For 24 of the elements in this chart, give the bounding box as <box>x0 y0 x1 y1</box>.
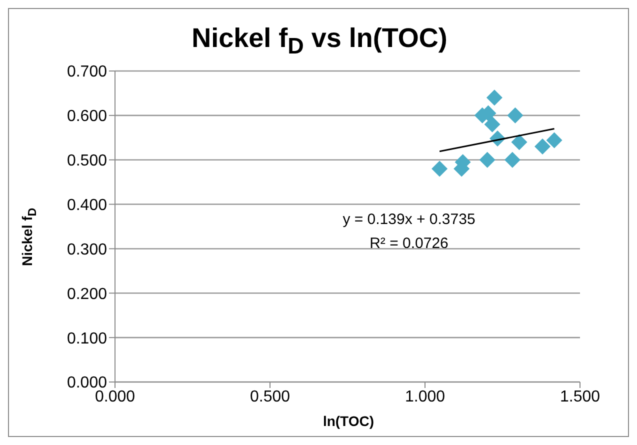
x-tick-label: 1.000 <box>404 388 446 406</box>
y-tick-label: 0.500 <box>66 152 108 170</box>
x-tick-label: 1.500 <box>560 388 600 406</box>
point <box>534 138 550 155</box>
y-tick-label: 0.700 <box>66 64 108 81</box>
point <box>511 134 528 150</box>
y-tick-label: 0.400 <box>66 196 108 214</box>
y-tick-label: 0.100 <box>66 330 108 348</box>
x-tick-label: 0.500 <box>250 388 290 406</box>
point <box>484 116 500 132</box>
annotation: R² = 0.0726 <box>368 235 450 252</box>
y-tick-label: 0.300 <box>66 241 108 258</box>
point <box>507 107 524 124</box>
point <box>504 152 520 168</box>
point <box>479 152 496 168</box>
point <box>486 90 502 106</box>
x-axis-title: ln(TOC) <box>322 413 376 429</box>
annotation: y = 0.139x + 0.3735 <box>342 211 476 228</box>
x-tick-label: 0.000 <box>94 388 136 406</box>
y-tick-label: 0.200 <box>66 286 108 303</box>
y-tick-label: 0.600 <box>66 108 108 126</box>
point <box>432 160 448 177</box>
chart-title: Nickel f$_{D}$ vs ln(TOC) <box>190 23 448 60</box>
point <box>546 132 562 148</box>
